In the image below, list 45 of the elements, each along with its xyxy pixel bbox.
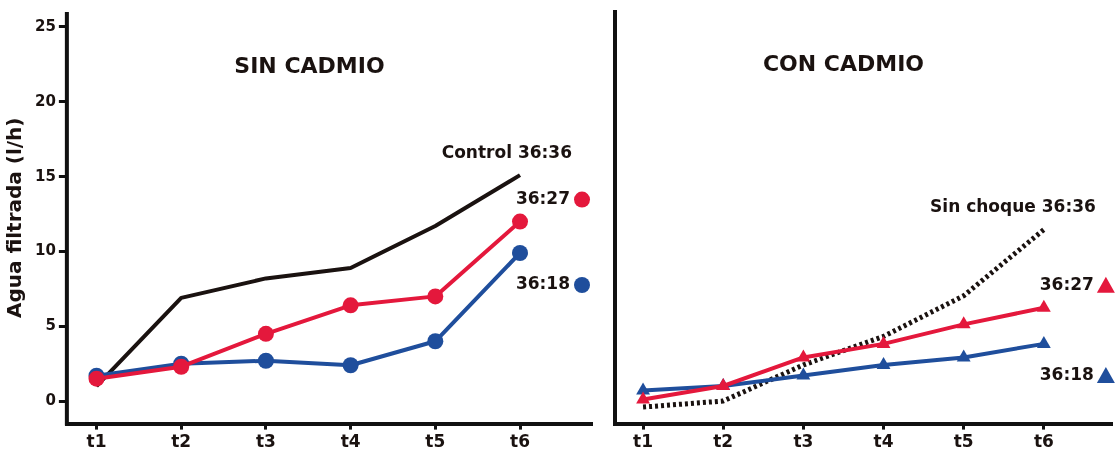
x-tick-label: t1	[633, 431, 654, 452]
y-tick-label: 25	[35, 16, 56, 35]
point	[512, 244, 529, 261]
point	[427, 288, 444, 305]
point	[342, 297, 359, 314]
point	[876, 356, 891, 369]
point	[257, 352, 274, 369]
legend-label: 36:18	[1039, 364, 1094, 385]
point	[956, 316, 971, 329]
point	[427, 333, 444, 350]
series-label: Control 36:36	[441, 141, 573, 162]
legend-label: 36:27	[515, 187, 571, 208]
y-tick-label: 10	[35, 241, 56, 260]
x-tick-label: t2	[713, 431, 734, 452]
point	[512, 213, 529, 230]
y-tick-label: 15	[35, 166, 56, 185]
y-tick-label: 5	[45, 316, 56, 335]
legend-label: 36:27	[1039, 274, 1094, 295]
point	[1036, 299, 1051, 312]
point	[796, 367, 811, 380]
text: CON CADMIO	[762, 50, 925, 76]
point	[342, 357, 359, 374]
text: SIN CADMIO	[234, 52, 385, 78]
point	[1036, 335, 1051, 348]
y-axis-title: Agua filtrada (l/h)	[2, 117, 27, 319]
text: Sin choque 36:36	[930, 196, 1096, 217]
x-tick-label: t3	[255, 431, 276, 452]
x-tick-label: t3	[793, 431, 814, 452]
point	[257, 325, 274, 342]
point	[636, 391, 650, 404]
y-tick-label: 0	[45, 391, 56, 410]
x-tick-label: t2	[171, 431, 192, 452]
x-tick-label: t1	[86, 431, 107, 452]
point	[796, 349, 811, 362]
legend-label: 36:18	[515, 273, 571, 294]
x-tick-label: t5	[425, 431, 446, 452]
point	[876, 335, 891, 348]
x-tick-label: t5	[953, 431, 974, 452]
point	[636, 382, 650, 395]
x-tick-label: t4	[873, 431, 894, 452]
x-tick-label: t6	[1033, 431, 1054, 452]
x-tick-label: t6	[510, 431, 530, 452]
point	[956, 349, 971, 362]
y-tick-label: 20	[35, 91, 56, 110]
x-tick-label: t4	[340, 431, 361, 452]
